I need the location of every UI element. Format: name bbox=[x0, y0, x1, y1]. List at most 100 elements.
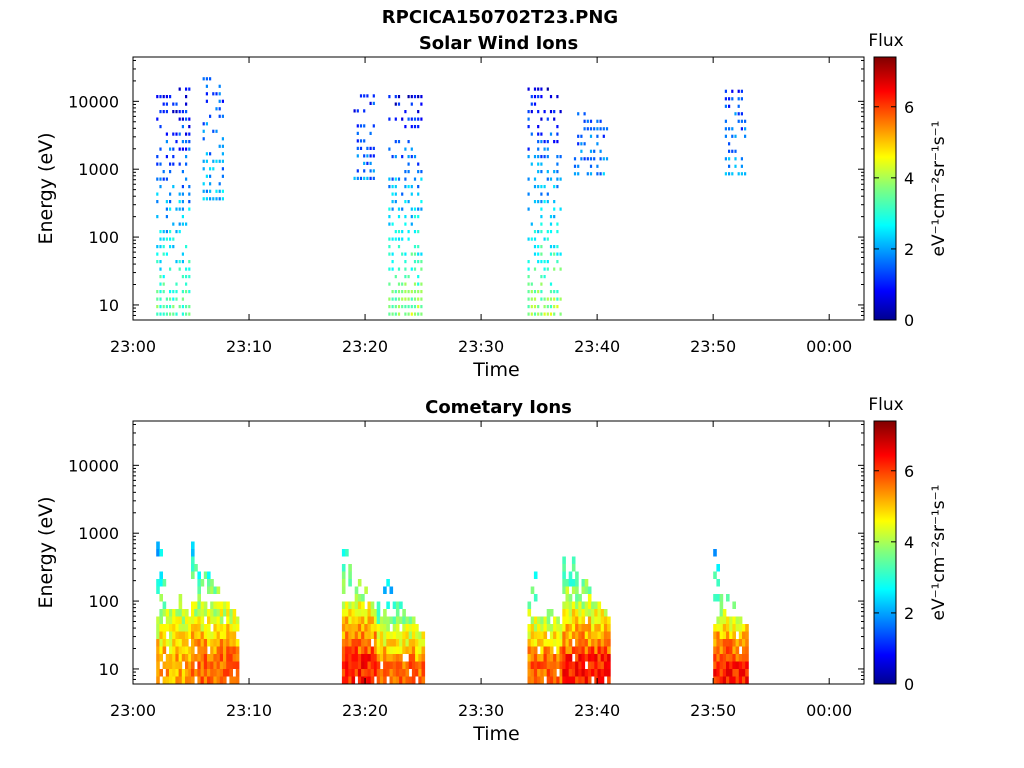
flux-cell bbox=[578, 624, 582, 632]
flux-cell bbox=[587, 646, 592, 654]
flux-cell bbox=[216, 669, 221, 677]
flux-cell bbox=[178, 147, 181, 151]
flux-cell bbox=[369, 146, 372, 150]
flux-cell bbox=[415, 624, 419, 632]
flux-cell bbox=[159, 245, 162, 249]
flux-cell bbox=[391, 192, 394, 196]
flux-cell bbox=[178, 110, 181, 114]
flux-cell bbox=[191, 624, 195, 632]
flux-cell bbox=[354, 631, 359, 639]
flux-cell bbox=[600, 676, 605, 684]
colorbar-tick-label: 2 bbox=[904, 604, 914, 623]
flux-cell bbox=[210, 654, 214, 662]
flux-cell bbox=[356, 169, 359, 173]
flux-cell bbox=[732, 654, 736, 662]
flux-cell bbox=[356, 109, 359, 113]
flux-cell bbox=[178, 200, 181, 204]
flux-cell bbox=[397, 267, 401, 271]
flux-cell bbox=[591, 661, 595, 669]
flux-cell bbox=[354, 601, 359, 609]
flux-cell bbox=[530, 297, 533, 301]
flux-cell bbox=[540, 170, 543, 174]
flux-cell bbox=[591, 639, 595, 647]
flux-cell bbox=[571, 616, 576, 624]
flux-cell bbox=[581, 654, 586, 662]
flux-cell bbox=[392, 661, 397, 669]
flux-cell bbox=[162, 230, 165, 234]
flux-cell bbox=[722, 646, 727, 654]
flux-cell bbox=[540, 260, 543, 264]
flux-cell bbox=[376, 639, 381, 647]
flux-cell bbox=[391, 267, 394, 271]
flux-cell bbox=[594, 646, 598, 654]
flux-cell bbox=[345, 646, 349, 654]
flux-cell bbox=[540, 200, 543, 204]
flux-cell bbox=[185, 676, 189, 684]
flux-cell bbox=[156, 676, 160, 684]
flux-cell bbox=[731, 172, 734, 176]
flux-cell bbox=[223, 639, 227, 647]
flux-cell bbox=[210, 616, 214, 624]
flux-cell bbox=[404, 147, 407, 151]
flux-cell bbox=[745, 676, 749, 684]
flux-cell bbox=[546, 669, 551, 677]
flux-cell bbox=[345, 676, 349, 684]
flux-cell bbox=[175, 297, 178, 301]
flux-cell bbox=[420, 95, 423, 99]
flux-cell bbox=[370, 676, 375, 684]
flux-cell bbox=[404, 215, 407, 219]
flux-cell bbox=[341, 654, 346, 662]
flux-cell bbox=[188, 117, 191, 121]
flux-cell bbox=[587, 676, 592, 684]
flux-cell bbox=[188, 624, 192, 632]
flux-cell bbox=[713, 676, 717, 684]
colorbar-tick-label: 0 bbox=[904, 675, 914, 694]
flux-cell bbox=[218, 84, 221, 88]
flux-cell bbox=[533, 267, 537, 271]
flux-cell bbox=[388, 245, 391, 249]
flux-cell bbox=[603, 661, 608, 669]
flux-cell bbox=[402, 676, 406, 684]
flux-cell bbox=[583, 127, 586, 131]
flux-cell bbox=[734, 112, 737, 116]
flux-cell bbox=[386, 654, 390, 662]
flux-cell bbox=[162, 252, 165, 256]
flux-cell bbox=[395, 601, 400, 609]
flux-cell bbox=[546, 260, 549, 264]
colorbar bbox=[873, 56, 897, 321]
flux-cell bbox=[413, 282, 417, 286]
flux-cell bbox=[159, 162, 162, 166]
flux-cell bbox=[420, 170, 423, 174]
flux-cell bbox=[571, 609, 576, 617]
flux-cell bbox=[568, 646, 573, 654]
flux-cell bbox=[219, 601, 224, 609]
flux-cell bbox=[553, 140, 556, 144]
flux-cell bbox=[185, 282, 188, 286]
flux-cell bbox=[188, 200, 191, 204]
flux-cell bbox=[744, 134, 747, 138]
flux-cell bbox=[379, 639, 384, 647]
flux-cell bbox=[597, 609, 602, 617]
flux-cell bbox=[732, 624, 736, 632]
flux-cell bbox=[221, 152, 224, 156]
flux-cell bbox=[218, 114, 221, 118]
flux-cell bbox=[556, 252, 559, 256]
flux-cell bbox=[197, 676, 201, 684]
flux-cell bbox=[391, 312, 394, 316]
y-tick-label: 100 bbox=[88, 228, 119, 247]
flux-cell bbox=[565, 654, 570, 662]
flux-cell bbox=[162, 282, 165, 286]
flux-cell bbox=[373, 669, 378, 677]
colorbar-tick-label: 6 bbox=[904, 462, 914, 481]
flux-cell bbox=[556, 125, 559, 129]
flux-cell bbox=[181, 312, 184, 316]
flux-cell bbox=[345, 661, 349, 669]
flux-cell bbox=[383, 661, 387, 669]
flux-cell bbox=[215, 129, 218, 133]
flux-cell bbox=[543, 631, 548, 639]
flux-cell bbox=[356, 154, 359, 158]
flux-cell bbox=[533, 646, 538, 654]
flux-cell bbox=[533, 230, 537, 234]
flux-cell bbox=[603, 669, 608, 677]
flux-cell bbox=[537, 185, 540, 189]
